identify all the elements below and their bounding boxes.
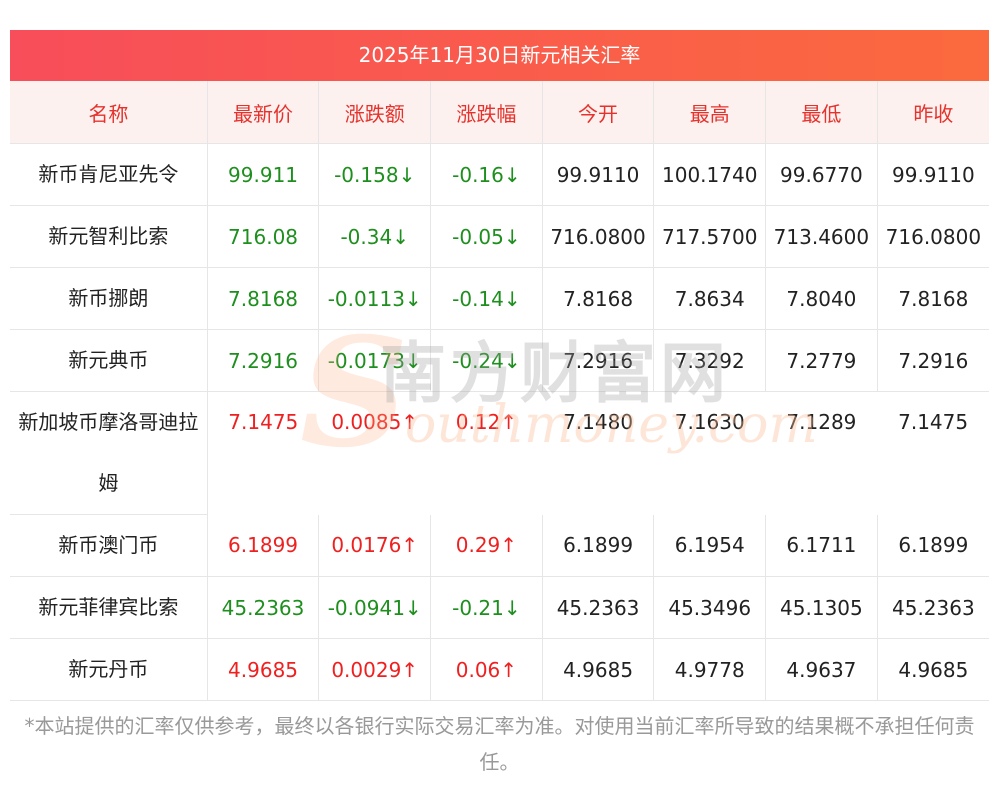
change-percent: 0.12↑ xyxy=(455,410,518,434)
latest-price: 99.911 xyxy=(207,143,320,206)
latest-price: 45.2363 xyxy=(207,576,320,639)
high-price: 717.5700 xyxy=(653,205,767,268)
low-price: 99.6770 xyxy=(765,143,878,206)
change-percent: -0.21↓ xyxy=(430,576,543,639)
currency-name: 新币澳门币 xyxy=(10,514,208,577)
prev-close-price: 6.1899 xyxy=(877,514,989,577)
change-percent: -0.16↓ xyxy=(430,143,543,206)
table-row: 新币挪朗 7.8168 -0.0113↓ -0.14↓ 7.8168 7.863… xyxy=(10,267,989,330)
header-open: 今开 xyxy=(542,81,655,144)
header-high: 最高 xyxy=(653,81,767,144)
table-row: 新加坡币摩洛哥迪拉姆 7.1475 0.0085↑ 0.12↑ 7.1480 7… xyxy=(10,391,989,515)
rate-table: 名称 最新价 涨跌额 涨跌幅 今开 最高 最低 昨收 新币肯尼亚先令 99.91… xyxy=(10,81,989,701)
change-amount: -0.0113↓ xyxy=(318,267,432,330)
change-percent: 0.29↑ xyxy=(430,514,543,577)
open-price: 45.2363 xyxy=(542,576,655,639)
table-row: 新元菲律宾比索 45.2363 -0.0941↓ -0.21↓ 45.2363 … xyxy=(10,576,989,639)
currency-name: 新币挪朗 xyxy=(10,267,208,330)
change-percent: -0.14↓ xyxy=(430,267,543,330)
table-row: 新元丹币 4.9685 0.0029↑ 0.06↑ 4.9685 4.9778 … xyxy=(10,638,989,701)
change-percent: -0.24↓ xyxy=(430,329,543,392)
low-price: 7.1289 xyxy=(786,410,857,434)
table-row: 新币肯尼亚先令 99.911 -0.158↓ -0.16↓ 99.9110 10… xyxy=(10,143,989,206)
high-price: 100.1740 xyxy=(653,143,767,206)
prev-close-price: 99.9110 xyxy=(877,143,989,206)
change-percent: 0.06↑ xyxy=(430,638,543,701)
high-price: 4.9778 xyxy=(653,638,767,701)
prev-close-price: 7.8168 xyxy=(877,267,989,330)
open-price: 716.0800 xyxy=(542,205,655,268)
latest-price: 7.8168 xyxy=(207,267,320,330)
disclaimer: *本站提供的汇率仅供参考，最终以各银行实际交易汇率为准。对使用当前汇率所导致的结… xyxy=(24,714,975,774)
low-price: 7.2779 xyxy=(765,329,878,392)
header-prev-close: 昨收 xyxy=(877,81,989,144)
high-price: 45.3496 xyxy=(653,576,767,639)
open-price: 99.9110 xyxy=(542,143,655,206)
prev-close-price: 716.0800 xyxy=(877,205,989,268)
prev-close-price: 7.1475 xyxy=(898,410,969,434)
header-change: 涨跌额 xyxy=(318,81,432,144)
prev-close-price: 7.2916 xyxy=(877,329,989,392)
header-change-pct: 涨跌幅 xyxy=(430,81,543,144)
latest-price: 6.1899 xyxy=(207,514,320,577)
header-latest: 最新价 xyxy=(207,81,320,144)
header-row: 名称 最新价 涨跌额 涨跌幅 今开 最高 最低 昨收 xyxy=(10,81,989,144)
currency-name: 新元丹币 xyxy=(10,638,208,701)
high-price: 7.8634 xyxy=(653,267,767,330)
header-low: 最低 xyxy=(765,81,878,144)
open-price: 7.2916 xyxy=(542,329,655,392)
table-title: 2025年11月30日新元相关汇率 xyxy=(10,30,989,81)
table-row: 新元智利比索 716.08 -0.34↓ -0.05↓ 716.0800 717… xyxy=(10,205,989,268)
high-price: 7.1630 xyxy=(674,410,745,434)
low-price: 6.1711 xyxy=(765,514,878,577)
change-amount: -0.158↓ xyxy=(318,143,432,206)
high-price: 6.1954 xyxy=(653,514,767,577)
open-price: 6.1899 xyxy=(542,514,655,577)
currency-name: 新元典币 xyxy=(10,329,208,392)
change-amount: -0.0941↓ xyxy=(318,576,432,639)
open-price: 4.9685 xyxy=(542,638,655,701)
low-price: 4.9637 xyxy=(765,638,878,701)
prev-close-price: 4.9685 xyxy=(877,638,989,701)
latest-price: 4.9685 xyxy=(207,638,320,701)
change-amount: 0.0029↑ xyxy=(318,638,432,701)
change-amount: 0.0176↑ xyxy=(318,514,432,577)
change-percent: -0.05↓ xyxy=(430,205,543,268)
change-amount: 0.0085↑ xyxy=(331,410,419,434)
currency-name: 新元菲律宾比索 xyxy=(10,576,208,639)
currency-name: 新币肯尼亚先令 xyxy=(10,143,208,206)
low-price: 713.4600 xyxy=(765,205,878,268)
change-amount: -0.34↓ xyxy=(318,205,432,268)
high-price: 7.3292 xyxy=(653,329,767,392)
table-row: 新元典币 7.2916 -0.0173↓ -0.24↓ 7.2916 7.329… xyxy=(10,329,989,392)
open-price: 7.8168 xyxy=(542,267,655,330)
change-amount: -0.0173↓ xyxy=(318,329,432,392)
prev-close-price: 45.2363 xyxy=(877,576,989,639)
open-price: 7.1480 xyxy=(563,410,634,434)
latest-price: 7.1475 xyxy=(228,410,299,434)
header-name: 名称 xyxy=(10,81,208,144)
currency-name: 新元智利比索 xyxy=(10,205,208,268)
table-row: 新币澳门币 6.1899 0.0176↑ 0.29↑ 6.1899 6.1954… xyxy=(10,514,989,577)
low-price: 45.1305 xyxy=(765,576,878,639)
currency-name: 新加坡币摩洛哥迪拉姆 xyxy=(10,391,208,515)
latest-price: 716.08 xyxy=(207,205,320,268)
latest-price: 7.2916 xyxy=(207,329,320,392)
rate-table-panel: 2025年11月30日新元相关汇率 名称 最新价 涨跌额 涨跌幅 今开 最高 最… xyxy=(10,30,989,701)
low-price: 7.8040 xyxy=(765,267,878,330)
